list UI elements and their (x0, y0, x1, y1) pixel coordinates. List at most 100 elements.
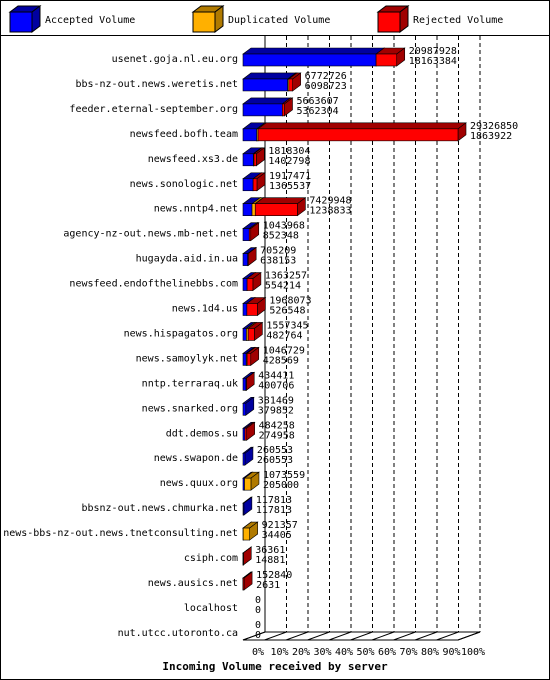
legend-swatch (192, 11, 216, 33)
y-tick-label: localhost (184, 603, 238, 614)
bar (242, 53, 377, 67)
bar-top (242, 72, 297, 80)
total-label: 705209 (260, 246, 296, 257)
x-tick-label: 100% (461, 647, 485, 658)
total-label: 1818304 (268, 146, 310, 157)
x-tick-label: 80% (421, 647, 439, 658)
y-tick-label: news.swapon.de (154, 453, 238, 464)
bar (246, 353, 252, 366)
y-tick-label: newsfeed.xs3.de (148, 154, 238, 165)
tick-mark (307, 631, 330, 641)
bar (242, 502, 245, 516)
x-tick-label: 60% (378, 647, 396, 658)
bar (242, 253, 249, 266)
accepted-label: 1863922 (470, 131, 512, 142)
y-tick-label: news.snarked.org (142, 403, 238, 414)
bar (246, 278, 254, 291)
y-tick-label: news-bbs-nz-out.news.tnetconsulting.net (3, 528, 238, 539)
legend-swatch (377, 11, 401, 33)
tick-mark (457, 631, 481, 641)
accepted-label: 1238833 (309, 206, 351, 217)
total-label: 434411 (258, 370, 294, 381)
accepted-label: 6098723 (305, 81, 347, 92)
tick-mark (371, 631, 395, 641)
y-tick-label: bbs-nz-out.news.weretis.net (75, 79, 238, 90)
bar-top (257, 122, 467, 130)
y-tick-label: nntp.terraraq.uk (142, 378, 238, 389)
bar (244, 477, 252, 491)
accepted-label: 1402798 (268, 156, 310, 167)
legend-label: Duplicated Volume (228, 15, 330, 26)
x-tick-label: 0% (252, 647, 264, 658)
bar (242, 577, 245, 591)
legend-label: Rejected Volume (413, 15, 503, 26)
total-label: 484258 (259, 420, 295, 431)
y-tick-label: news.samoylyk.net (136, 353, 238, 364)
y-tick-label: feeder.eternal-september.org (69, 104, 238, 115)
bar (242, 527, 250, 541)
y-tick-label: csiph.com (184, 553, 238, 564)
bar (246, 303, 258, 316)
accepted-label: 638153 (260, 256, 296, 267)
tick-mark (285, 631, 309, 641)
accepted-label: 260553 (257, 455, 293, 466)
y-tick-label: news.sonologic.net (130, 179, 238, 190)
total-label: 152840 (256, 570, 292, 581)
accepted-label: 852348 (263, 231, 299, 242)
bar (288, 78, 293, 92)
total-label: 36361 (255, 545, 285, 556)
y-tick-label: news.hispagatos.org (124, 328, 238, 339)
y-tick-label: news.quux.org (160, 478, 238, 489)
total-label: 5663607 (296, 96, 338, 107)
bar (242, 203, 253, 216)
x-tick-label: 70% (399, 647, 417, 658)
accepted-label: 205000 (263, 480, 299, 491)
bar (252, 178, 258, 192)
bar-top (242, 47, 385, 55)
y-tick-label: nut.utcc.utoronto.ca (118, 628, 238, 639)
x-axis-title: Incoming Volume received by server (162, 660, 388, 673)
bar (247, 253, 249, 266)
tick-mark (328, 631, 352, 641)
x-tick-label: 90% (442, 647, 460, 658)
bar (248, 228, 252, 241)
y-tick-label: bbsnz-out.news.chmurka.net (81, 503, 238, 514)
bar (242, 402, 247, 416)
total-label: 117813 (256, 495, 292, 506)
bar (242, 103, 283, 117)
total-label: 1557345 (266, 320, 308, 331)
accepted-label: 526548 (269, 306, 305, 317)
y-tick-label: usenet.goja.nl.eu.org (112, 54, 238, 65)
bar (242, 78, 289, 92)
accepted-label: 274958 (259, 430, 295, 441)
accepted-label: 482764 (266, 330, 302, 341)
y-tick-label: ddt.demos.su (166, 428, 238, 439)
y-tick-label: newsfeed.bofh.team (130, 129, 238, 140)
y-tick-label: news.ausics.net (148, 578, 238, 589)
x-tick-label: 20% (292, 647, 310, 658)
accepted-label: 117813 (256, 505, 292, 516)
tick-mark (350, 631, 373, 641)
accepted-label: 400706 (258, 380, 294, 391)
bar (242, 228, 250, 241)
total-label: 260553 (257, 445, 293, 456)
bar-top (254, 197, 307, 204)
bar (254, 203, 298, 216)
y-tick-label: news.nntp4.net (154, 204, 238, 215)
y-tick-label: hugayda.aid.in.ua (136, 254, 238, 265)
y-tick-label: agency-nz-out.news.mb-net.net (63, 229, 238, 240)
bar (242, 278, 248, 291)
bar (251, 203, 256, 216)
x-tick-label: 50% (356, 647, 374, 658)
total-label: 921357 (262, 520, 298, 531)
accepted-label: 34405 (262, 530, 292, 541)
accepted-label: 2631 (256, 580, 280, 591)
total-label: 0 (255, 620, 261, 631)
total-label: 1968073 (269, 296, 311, 307)
y-tick-label: news.1d4.us (172, 304, 238, 315)
bar (242, 328, 247, 341)
tick-mark (242, 631, 266, 641)
total-label: 7429948 (309, 196, 351, 207)
total-label: 1043968 (263, 221, 305, 232)
